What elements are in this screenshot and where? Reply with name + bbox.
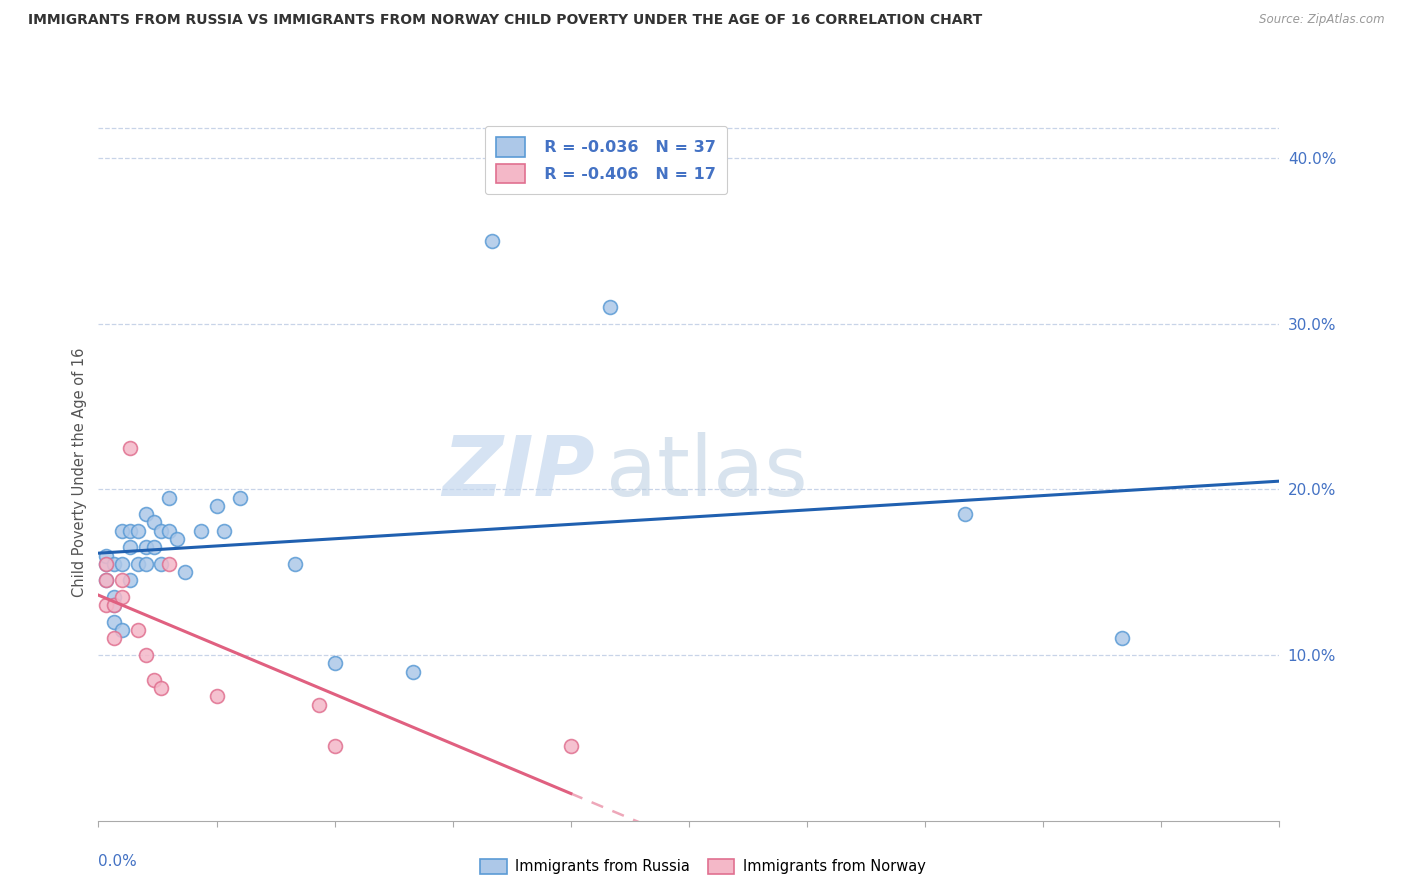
Point <box>560 739 582 753</box>
Point <box>103 632 125 646</box>
Point <box>118 574 141 588</box>
Point <box>135 541 157 555</box>
Point <box>111 574 134 588</box>
Point <box>481 234 503 248</box>
Point <box>135 507 157 521</box>
Y-axis label: Child Poverty Under the Age of 16: Child Poverty Under the Age of 16 <box>72 348 87 598</box>
Point <box>111 524 134 538</box>
Legend: Immigrants from Russia, Immigrants from Norway: Immigrants from Russia, Immigrants from … <box>475 853 931 880</box>
Point <box>103 557 125 571</box>
Point <box>127 557 149 571</box>
Point <box>127 524 149 538</box>
Text: atlas: atlas <box>606 433 808 513</box>
Point <box>96 599 118 613</box>
Point <box>111 590 134 604</box>
Point <box>142 541 165 555</box>
Point <box>118 524 141 538</box>
Point <box>308 698 330 712</box>
Point <box>96 557 118 571</box>
Point <box>205 499 228 513</box>
Point <box>157 557 180 571</box>
Point <box>157 491 180 505</box>
Point <box>953 507 976 521</box>
Text: Source: ZipAtlas.com: Source: ZipAtlas.com <box>1260 13 1385 27</box>
Point <box>96 574 118 588</box>
Point <box>127 623 149 637</box>
Point <box>166 532 188 546</box>
Point <box>96 574 118 588</box>
Point <box>157 524 180 538</box>
Point <box>142 516 165 530</box>
Point <box>150 524 173 538</box>
Point <box>111 557 134 571</box>
Point <box>284 557 307 571</box>
Point <box>96 557 118 571</box>
Point <box>103 590 125 604</box>
Text: IMMIGRANTS FROM RUSSIA VS IMMIGRANTS FROM NORWAY CHILD POVERTY UNDER THE AGE OF : IMMIGRANTS FROM RUSSIA VS IMMIGRANTS FRO… <box>28 13 983 28</box>
Point <box>323 657 346 671</box>
Point <box>150 557 173 571</box>
Point <box>205 690 228 704</box>
Point <box>111 623 134 637</box>
Text: ZIP: ZIP <box>441 433 595 513</box>
Point <box>599 300 621 314</box>
Point <box>229 491 252 505</box>
Point <box>96 549 118 563</box>
Point <box>103 599 125 613</box>
Point <box>118 441 141 455</box>
Point <box>150 681 173 695</box>
Point <box>118 541 141 555</box>
Point <box>103 615 125 629</box>
Point <box>135 648 157 662</box>
Point <box>190 524 212 538</box>
Point <box>402 665 425 679</box>
Legend:   R = -0.036   N = 37,   R = -0.406   N = 17: R = -0.036 N = 37, R = -0.406 N = 17 <box>485 126 727 194</box>
Point <box>142 673 165 687</box>
Point <box>103 599 125 613</box>
Text: 0.0%: 0.0% <box>98 854 138 869</box>
Point <box>323 739 346 753</box>
Point <box>174 565 197 579</box>
Point <box>214 524 236 538</box>
Point <box>1111 632 1133 646</box>
Point <box>135 557 157 571</box>
